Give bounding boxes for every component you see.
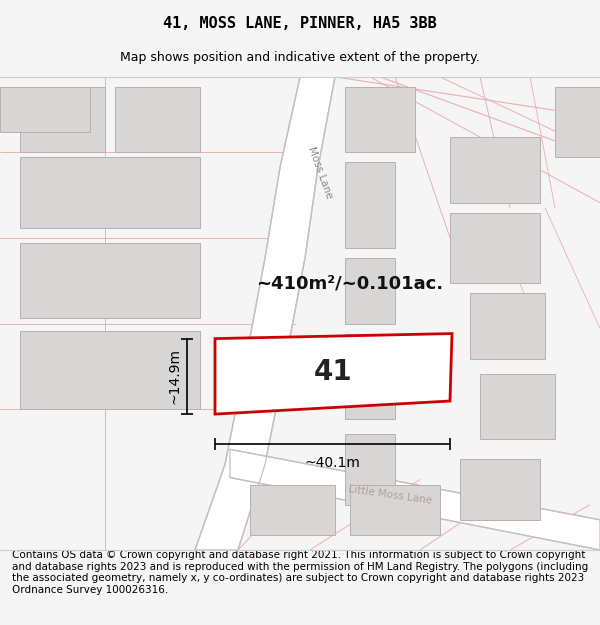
Polygon shape [555,87,600,158]
Text: 41, MOSS LANE, PINNER, HA5 3BB: 41, MOSS LANE, PINNER, HA5 3BB [163,16,437,31]
Polygon shape [350,484,440,535]
Polygon shape [20,87,105,152]
Polygon shape [345,434,395,505]
Polygon shape [450,138,540,202]
Polygon shape [20,158,200,228]
Text: ~40.1m: ~40.1m [305,456,361,471]
Text: Moss Lane: Moss Lane [306,145,334,200]
Polygon shape [230,449,600,550]
Polygon shape [345,87,415,152]
Polygon shape [450,213,540,283]
Text: Little Moss Lane: Little Moss Lane [347,484,433,506]
Polygon shape [20,243,200,319]
Polygon shape [480,374,555,439]
Text: Contains OS data © Crown copyright and database right 2021. This information is : Contains OS data © Crown copyright and d… [12,550,588,595]
Text: ~14.9m: ~14.9m [168,348,182,404]
Text: ~410m²/~0.101ac.: ~410m²/~0.101ac. [256,274,443,292]
Polygon shape [345,334,395,419]
Polygon shape [460,459,540,520]
Polygon shape [0,87,90,132]
Text: Moss Lane: Moss Lane [241,356,269,411]
Polygon shape [345,162,395,248]
Polygon shape [195,77,335,550]
Text: Map shows position and indicative extent of the property.: Map shows position and indicative extent… [120,51,480,64]
Polygon shape [250,484,335,535]
Polygon shape [470,293,545,359]
Text: 41: 41 [314,358,352,386]
Polygon shape [115,87,200,152]
Polygon shape [215,334,452,414]
Polygon shape [20,331,200,409]
Polygon shape [345,258,395,324]
